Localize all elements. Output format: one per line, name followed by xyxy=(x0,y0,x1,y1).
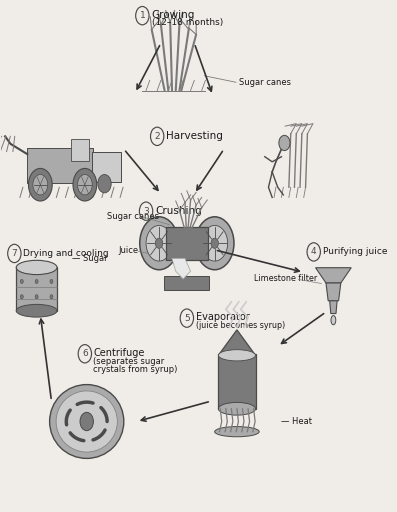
Text: 5: 5 xyxy=(184,314,190,323)
Text: — Sugar: — Sugar xyxy=(72,254,108,263)
Text: Evaporator: Evaporator xyxy=(196,312,250,322)
Circle shape xyxy=(98,175,111,193)
Text: 1: 1 xyxy=(139,11,145,20)
Ellipse shape xyxy=(50,385,124,458)
Text: Purifying juice: Purifying juice xyxy=(323,247,387,257)
Text: Sugar canes: Sugar canes xyxy=(107,212,159,221)
Circle shape xyxy=(279,135,290,151)
Circle shape xyxy=(155,238,163,248)
Circle shape xyxy=(29,168,52,201)
FancyBboxPatch shape xyxy=(166,227,208,260)
FancyBboxPatch shape xyxy=(218,354,256,409)
Circle shape xyxy=(50,280,53,284)
Circle shape xyxy=(73,168,97,201)
FancyBboxPatch shape xyxy=(92,152,121,182)
Ellipse shape xyxy=(16,304,57,317)
Circle shape xyxy=(211,238,218,248)
Text: — Heat: — Heat xyxy=(281,417,312,426)
Circle shape xyxy=(140,217,178,270)
Circle shape xyxy=(146,225,172,261)
Circle shape xyxy=(33,175,48,195)
Polygon shape xyxy=(172,259,191,279)
Text: Drying and cooling: Drying and cooling xyxy=(23,249,108,258)
Circle shape xyxy=(202,225,227,261)
Text: (separates sugar: (separates sugar xyxy=(93,357,165,366)
Polygon shape xyxy=(316,268,351,283)
Circle shape xyxy=(35,280,38,284)
Circle shape xyxy=(50,295,53,299)
Polygon shape xyxy=(326,283,341,301)
FancyBboxPatch shape xyxy=(71,139,89,161)
Text: Centrifuge: Centrifuge xyxy=(93,348,145,358)
FancyBboxPatch shape xyxy=(164,276,210,290)
Ellipse shape xyxy=(218,402,256,415)
FancyBboxPatch shape xyxy=(16,267,58,311)
Text: Crushing: Crushing xyxy=(155,206,202,216)
Text: crystals from syrup): crystals from syrup) xyxy=(93,365,178,374)
Circle shape xyxy=(195,217,234,270)
Circle shape xyxy=(80,412,93,431)
Polygon shape xyxy=(218,330,256,355)
Text: 6: 6 xyxy=(82,349,88,358)
Ellipse shape xyxy=(331,315,336,325)
Text: 3: 3 xyxy=(143,207,149,216)
Text: Harvesting: Harvesting xyxy=(166,132,224,141)
Circle shape xyxy=(77,175,92,195)
FancyBboxPatch shape xyxy=(27,148,93,183)
Text: 4: 4 xyxy=(311,247,316,257)
Ellipse shape xyxy=(56,391,117,452)
Text: 7: 7 xyxy=(12,249,17,258)
Text: Limestone filter: Limestone filter xyxy=(254,274,317,284)
Text: Growing: Growing xyxy=(152,10,195,19)
Text: Sugar canes: Sugar canes xyxy=(239,78,291,88)
Circle shape xyxy=(35,295,38,299)
Text: (juice becomes syrup): (juice becomes syrup) xyxy=(196,321,285,330)
Polygon shape xyxy=(330,301,337,313)
Text: 2: 2 xyxy=(154,132,160,141)
Text: Juice: Juice xyxy=(118,246,139,255)
Text: (12–18 months): (12–18 months) xyxy=(152,18,223,27)
Ellipse shape xyxy=(16,260,57,274)
Circle shape xyxy=(20,295,23,299)
Ellipse shape xyxy=(218,350,256,361)
Circle shape xyxy=(20,280,23,284)
Ellipse shape xyxy=(215,426,259,437)
